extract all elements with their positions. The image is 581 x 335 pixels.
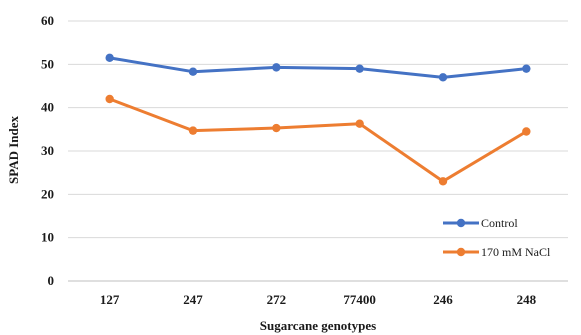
data-point	[272, 63, 281, 72]
data-point	[355, 64, 364, 73]
x-tick-labels: 127 247 272 77400 246 248	[100, 292, 537, 307]
legend: Control 170 mM NaCl	[443, 216, 551, 259]
legend-swatch-marker	[456, 247, 466, 257]
series-1	[105, 94, 531, 186]
data-point	[272, 123, 281, 133]
x-tick-label: 272	[267, 292, 287, 307]
x-tick-label: 246	[433, 292, 453, 307]
x-tick-label: 247	[183, 292, 203, 307]
data-point	[438, 73, 448, 82]
y-tick-label: 50	[41, 56, 54, 71]
series-line	[108, 97, 528, 183]
y-axis-title: SPAD Index	[6, 115, 21, 184]
data-point	[522, 64, 531, 73]
x-axis-title: Sugarcane genotypes	[260, 318, 376, 333]
y-tick-label: 60	[41, 13, 54, 28]
data-point	[105, 94, 114, 104]
y-tick-labels: 0 10 20 30 40 50 60	[41, 13, 54, 288]
data-point	[188, 126, 198, 135]
legend-swatch-marker	[456, 218, 466, 228]
legend-item: 170 mM NaCl	[443, 245, 551, 259]
y-tick-label: 0	[48, 273, 55, 288]
y-tick-label: 10	[41, 230, 54, 245]
legend-label: Control	[481, 216, 518, 230]
data-point	[105, 53, 114, 63]
series-lines	[105, 53, 531, 186]
x-tick-label: 77400	[343, 292, 376, 307]
legend-item: Control	[443, 216, 518, 230]
x-tick-label: 127	[100, 292, 120, 307]
data-point	[522, 127, 531, 136]
x-tick-label: 248	[517, 292, 537, 307]
data-point	[355, 119, 364, 128]
series-0	[105, 53, 531, 82]
y-tick-label: 20	[41, 186, 54, 201]
series-line	[108, 56, 528, 79]
y-tick-label: 40	[41, 100, 54, 115]
y-tick-label: 30	[41, 143, 54, 158]
data-point	[438, 177, 448, 186]
data-point	[188, 67, 198, 76]
legend-label: 170 mM NaCl	[481, 245, 551, 259]
